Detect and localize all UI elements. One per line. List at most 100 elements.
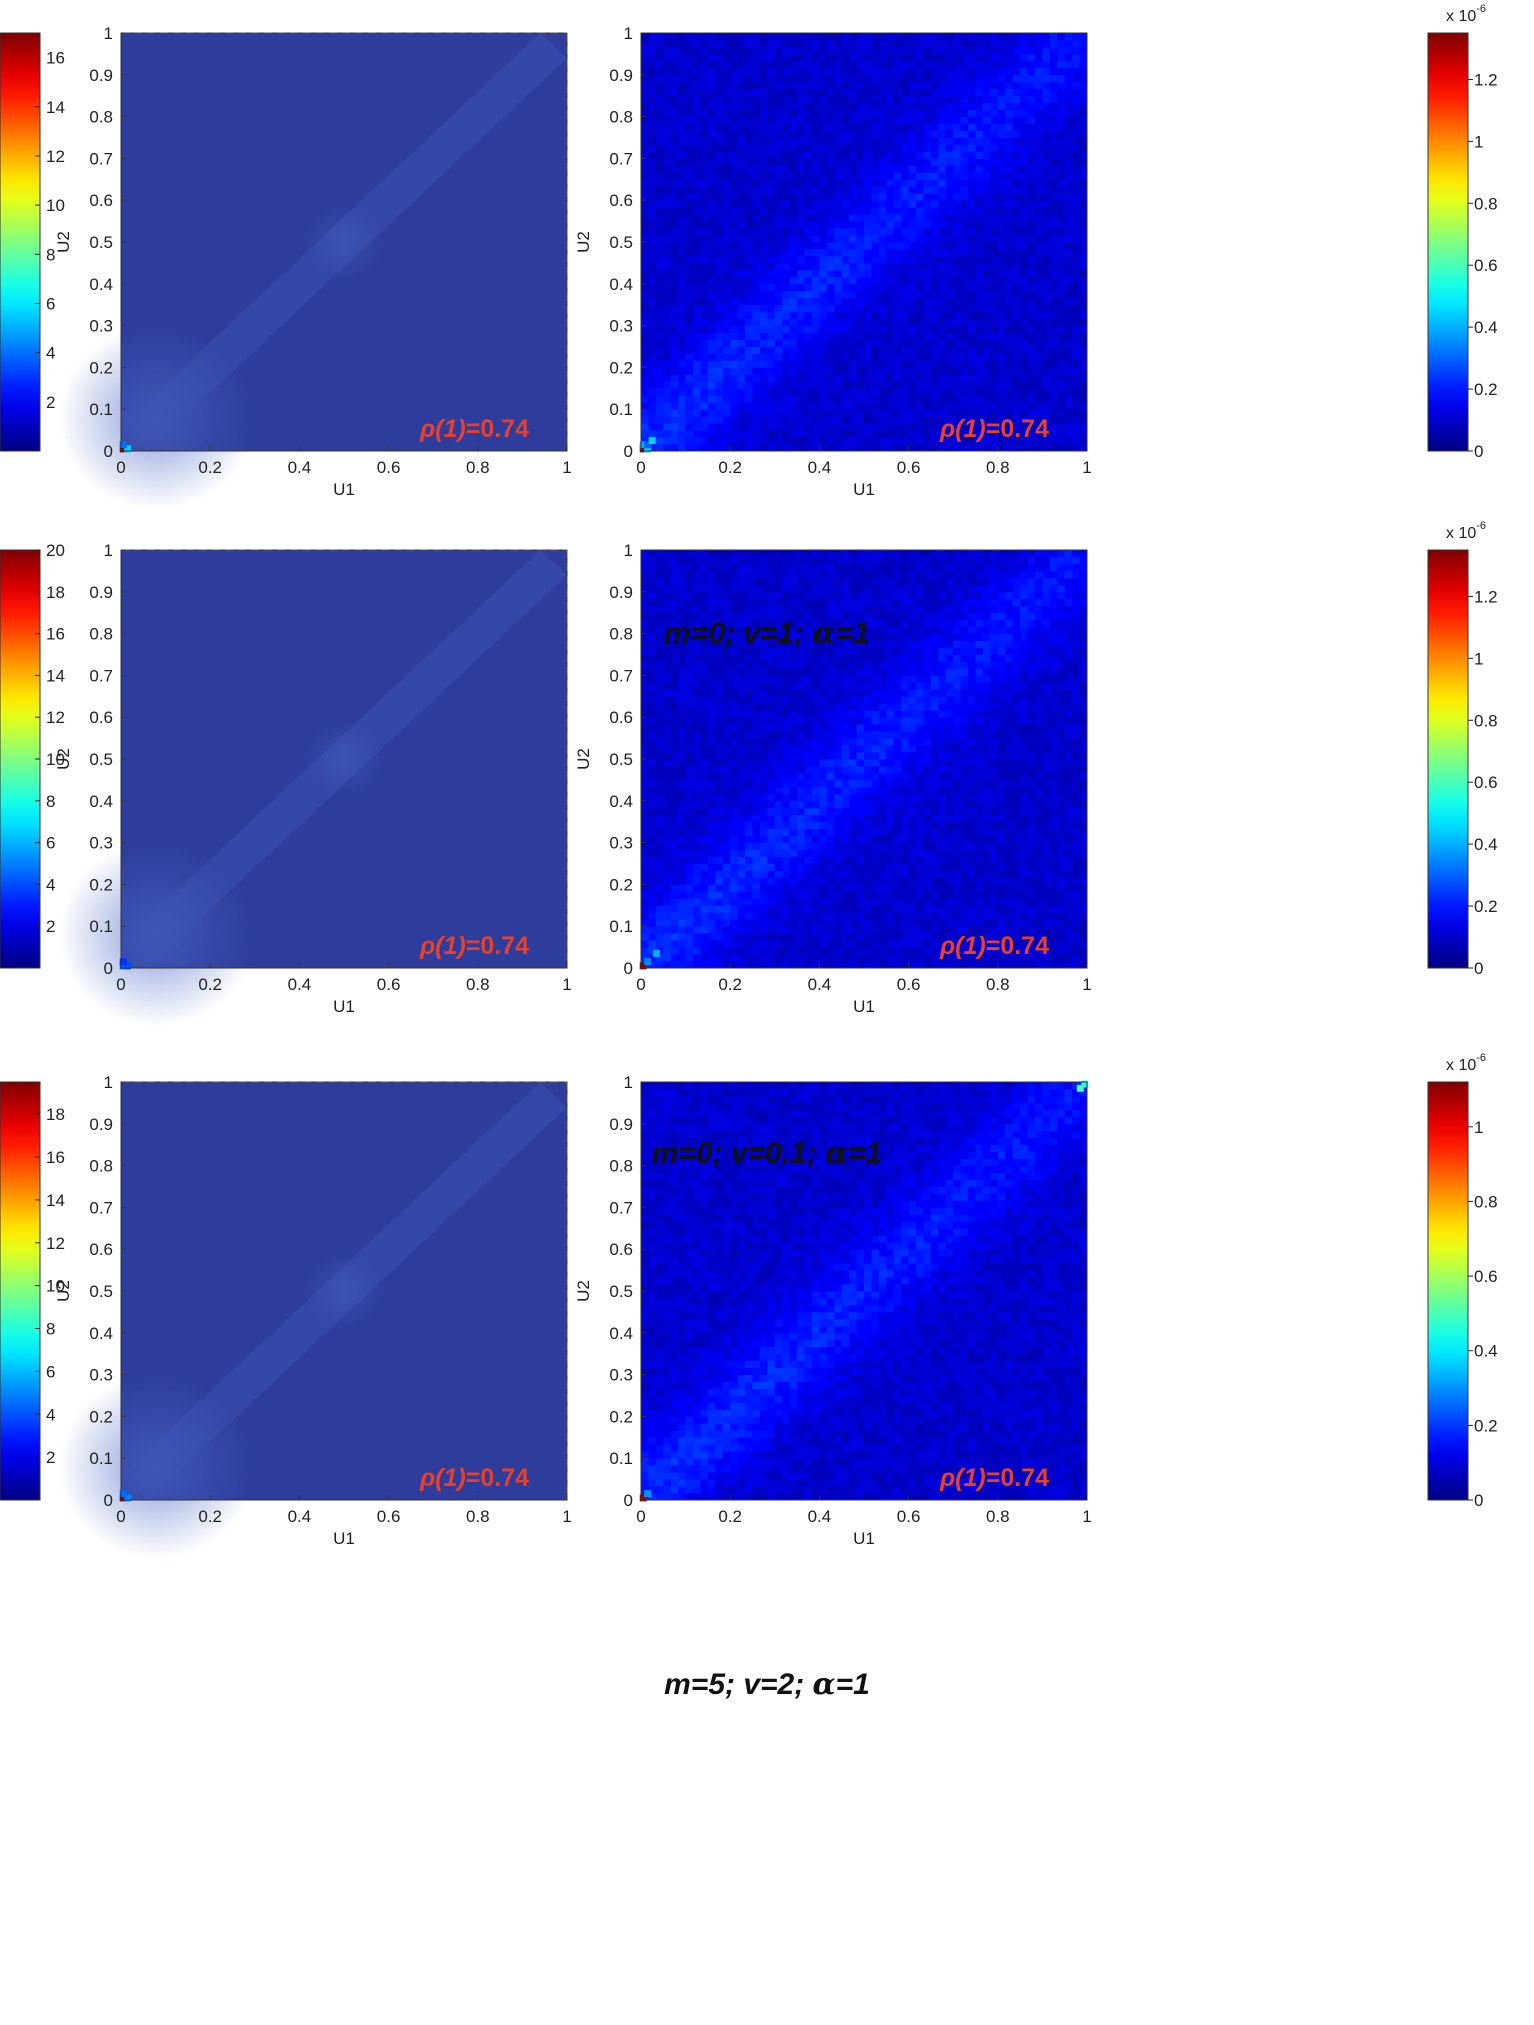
heatmap-cell (693, 158, 701, 166)
heatmap-cell (804, 388, 813, 396)
heatmap-cell (804, 214, 813, 222)
heatmap-cell (930, 437, 939, 445)
heatmap-cell (960, 144, 969, 152)
heatmap-cell (782, 793, 791, 802)
heatmap-cell (737, 325, 746, 333)
heatmap-cell (737, 381, 746, 389)
heatmap-cell (700, 765, 709, 774)
heatmap-cell (1027, 116, 1036, 124)
heatmap-cell (678, 835, 686, 843)
heatmap-cell (767, 619, 776, 628)
heatmap-cell (878, 283, 887, 292)
x-tick-label: 0 (116, 458, 125, 477)
heatmap-cell (663, 235, 672, 243)
heatmap-cell (997, 95, 1006, 104)
heatmap-cell (797, 395, 805, 403)
heatmap-cell (804, 193, 813, 201)
heatmap-cell (826, 416, 835, 424)
heatmap-cell (938, 381, 947, 389)
heatmap-cell (1034, 276, 1043, 285)
heatmap-cell (707, 346, 716, 354)
heatmap-cell (938, 276, 947, 285)
heatmap-cell (1079, 388, 1088, 396)
heatmap-cell (938, 304, 947, 313)
heatmap-cell (1005, 165, 1014, 173)
heatmap-cell (678, 444, 686, 452)
heatmap-cell (641, 905, 649, 913)
heatmap-cell (700, 444, 709, 452)
heatmap-cell (745, 703, 753, 711)
heatmap-cell (945, 186, 954, 194)
heatmap-cell (700, 137, 709, 145)
heatmap-cell (1020, 248, 1028, 257)
heatmap-cell (641, 570, 649, 579)
heatmap-cell (693, 710, 701, 718)
heatmap-cell (923, 409, 932, 417)
heatmap-cell (1034, 95, 1043, 104)
heatmap-cell (745, 717, 753, 725)
heatmap-cell (759, 550, 768, 558)
heatmap-cell (700, 437, 709, 445)
heatmap-cell (655, 661, 664, 669)
heatmap-cell (968, 200, 976, 208)
heatmap-cell (864, 346, 872, 354)
heatmap-cell (1027, 221, 1036, 229)
x-tick-label: 0.2 (198, 975, 222, 994)
heatmap-cell (1020, 228, 1028, 236)
heatmap-cell (722, 877, 731, 885)
heatmap-cell (834, 311, 843, 320)
heatmap-cell (737, 863, 746, 871)
heatmap-cell (841, 144, 850, 152)
heatmap-cell (745, 926, 753, 934)
heatmap-cell (789, 130, 798, 138)
heatmap-cell (685, 731, 694, 739)
heatmap-cell (715, 158, 724, 166)
heatmap-cell (737, 367, 746, 375)
heatmap-cell (752, 884, 761, 892)
heatmap-cell (901, 367, 909, 375)
heatmap-cell (752, 675, 761, 683)
heatmap-cell (715, 67, 724, 76)
heatmap-cell (841, 248, 850, 257)
heatmap-cell (908, 402, 917, 410)
heatmap-cell (663, 388, 672, 396)
heatmap-cell (893, 144, 902, 152)
heatmap-cell (655, 619, 664, 628)
heatmap-cell (745, 563, 753, 572)
heatmap-cell (797, 423, 805, 431)
heatmap-cell (789, 123, 798, 131)
heatmap-cell (841, 88, 850, 97)
heatmap-cell (893, 88, 902, 97)
heatmap-cell (878, 228, 887, 236)
heatmap-cell (722, 703, 731, 711)
y-tick-label: 0.5 (89, 233, 113, 252)
heatmap-cell (737, 661, 746, 669)
heatmap-cell (960, 325, 969, 333)
heatmap-cell (1020, 416, 1028, 424)
heatmap-cell (737, 95, 746, 104)
heatmap-cell (767, 151, 776, 159)
heatmap-cell (693, 221, 701, 229)
heatmap-cell (968, 332, 976, 340)
heatmap-cell (752, 835, 761, 843)
heatmap-cell (663, 123, 672, 131)
heatmap-cell (797, 430, 805, 438)
heatmap-cell (655, 905, 664, 913)
heatmap-cell (819, 33, 828, 41)
heatmap-cell (700, 33, 709, 41)
heatmap-cell (834, 33, 843, 41)
heatmap-cell (811, 88, 820, 97)
heatmap-cell (752, 640, 761, 648)
heatmap-cell (655, 598, 664, 607)
heatmap-cell (648, 752, 657, 760)
heatmap-cell (1042, 402, 1051, 410)
heatmap-cell (707, 262, 716, 271)
heatmap-cell (678, 235, 686, 243)
heatmap-cell (968, 221, 976, 229)
heatmap-cell (938, 151, 947, 159)
heatmap-cell (663, 290, 672, 299)
heatmap-cell (700, 835, 709, 843)
heatmap-cell (1005, 388, 1014, 396)
heatmap-cell (908, 437, 917, 445)
heatmap-cell (819, 346, 828, 354)
